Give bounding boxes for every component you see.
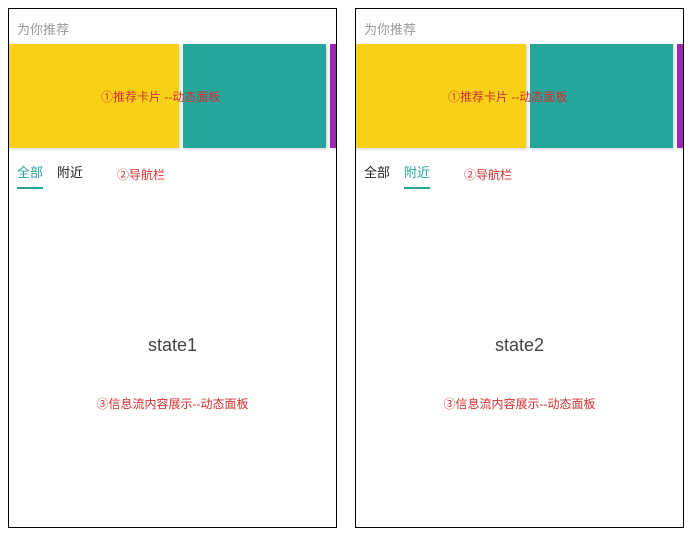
state-label: state1 bbox=[148, 335, 197, 356]
nav-tabbar: 全部 附近 ②导航栏 bbox=[356, 148, 683, 191]
annotation-feed: ③信息流内容展示--动态面板 bbox=[444, 395, 596, 412]
recommend-carousel[interactable]: ①推荐卡片 --动态面板 bbox=[9, 44, 336, 148]
section-header: 为你推荐 bbox=[9, 9, 336, 44]
feed-panel[interactable]: state2 ③信息流内容展示--动态面板 bbox=[356, 191, 683, 527]
section-header: 为你推荐 bbox=[356, 9, 683, 44]
tab-nearby[interactable]: 附近 bbox=[404, 162, 430, 187]
tab-nearby[interactable]: 附近 bbox=[57, 162, 83, 187]
recommend-carousel[interactable]: ①推荐卡片 --动态面板 bbox=[356, 44, 683, 148]
annotation-tabs: ②导航栏 bbox=[464, 166, 512, 183]
annotation-tabs: ②导航栏 bbox=[117, 166, 165, 183]
recommend-card-2[interactable] bbox=[330, 44, 336, 148]
tab-all[interactable]: 全部 bbox=[364, 162, 390, 187]
annotation-feed: ③信息流内容展示--动态面板 bbox=[97, 395, 249, 412]
nav-tabbar: 全部 附近 ②导航栏 bbox=[9, 148, 336, 191]
recommend-card-2[interactable] bbox=[677, 44, 683, 148]
state-label: state2 bbox=[495, 335, 544, 356]
frames-wrapper: 为你推荐 ①推荐卡片 --动态面板 全部 附近 ②导航栏 state1 ③信息流… bbox=[8, 8, 684, 528]
tab-all[interactable]: 全部 bbox=[17, 162, 43, 187]
phone-frame-state1: 为你推荐 ①推荐卡片 --动态面板 全部 附近 ②导航栏 state1 ③信息流… bbox=[8, 8, 337, 528]
phone-frame-state2: 为你推荐 ①推荐卡片 --动态面板 全部 附近 ②导航栏 state2 ③信息流… bbox=[355, 8, 684, 528]
feed-panel[interactable]: state1 ③信息流内容展示--动态面板 bbox=[9, 191, 336, 527]
annotation-carousel: ①推荐卡片 --动态面板 bbox=[101, 88, 220, 105]
annotation-carousel: ①推荐卡片 --动态面板 bbox=[448, 88, 567, 105]
